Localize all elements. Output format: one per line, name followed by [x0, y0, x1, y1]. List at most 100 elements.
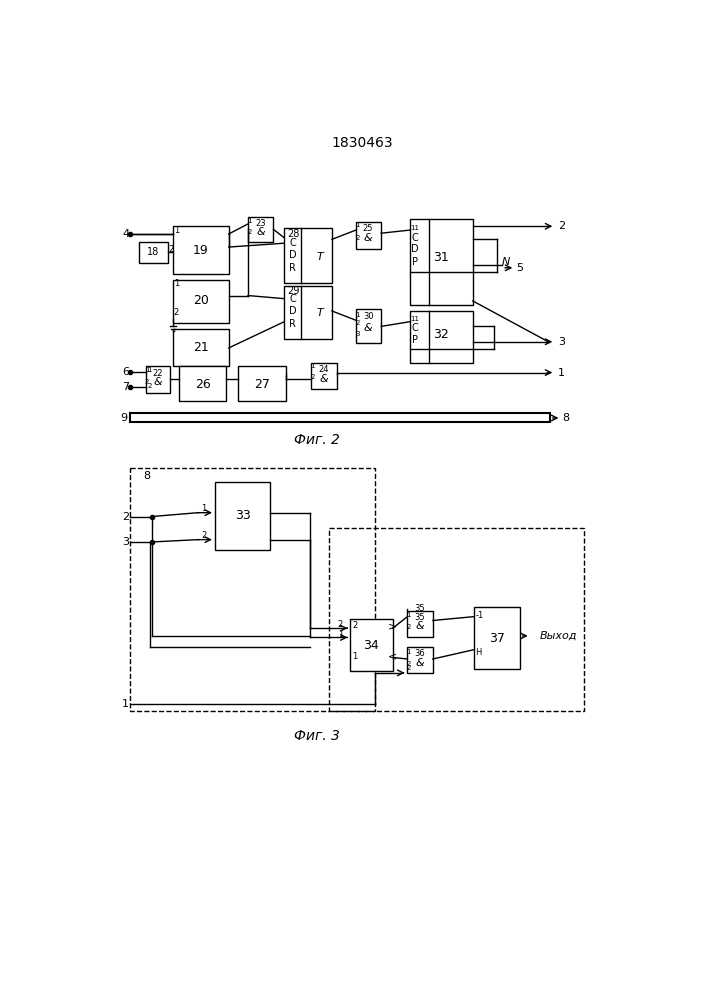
Text: 1: 1 — [147, 367, 151, 373]
Text: 3: 3 — [558, 337, 565, 347]
Text: 2: 2 — [122, 512, 129, 522]
Bar — [284, 286, 332, 339]
Text: 1: 1 — [558, 368, 565, 378]
Text: 6: 6 — [122, 367, 129, 377]
Bar — [474, 607, 520, 669]
Text: D: D — [289, 250, 296, 260]
Bar — [139, 242, 168, 263]
Text: P: P — [412, 257, 418, 267]
Text: 19: 19 — [193, 244, 209, 257]
Text: 1: 1 — [145, 367, 149, 373]
Bar — [351, 619, 393, 671]
Bar — [173, 226, 229, 274]
Text: &: & — [256, 227, 264, 237]
Text: 35: 35 — [414, 604, 425, 613]
Text: 24: 24 — [318, 365, 329, 374]
Text: Фиг. 2: Фиг. 2 — [294, 433, 340, 447]
Text: 27: 27 — [254, 378, 270, 391]
Text: 32: 32 — [433, 328, 449, 341]
Text: &: & — [153, 377, 162, 387]
Text: 37: 37 — [489, 632, 505, 645]
Text: R: R — [289, 319, 296, 329]
Text: 22: 22 — [153, 369, 163, 378]
Text: 33: 33 — [235, 509, 250, 522]
Text: 18: 18 — [147, 247, 159, 257]
Text: 1830463: 1830463 — [331, 136, 393, 150]
Text: 2: 2 — [558, 221, 565, 231]
Text: 5: 5 — [516, 263, 523, 273]
Text: 1: 1 — [355, 312, 360, 318]
Text: 2: 2 — [174, 308, 179, 317]
Text: >: > — [388, 622, 397, 632]
Bar — [407, 647, 433, 673]
Text: 30: 30 — [363, 312, 373, 321]
Bar — [146, 366, 170, 393]
Text: 26: 26 — [194, 378, 211, 391]
Bar — [356, 222, 381, 249]
Bar — [173, 280, 229, 323]
Text: 1: 1 — [407, 612, 411, 618]
Text: 1: 1 — [355, 222, 360, 228]
Text: D: D — [289, 306, 296, 316]
Text: 25: 25 — [363, 224, 373, 233]
Text: 2: 2 — [147, 383, 151, 389]
Text: C: C — [411, 233, 419, 243]
Text: 2: 2 — [407, 624, 411, 630]
Text: &: & — [364, 233, 373, 243]
Bar — [173, 329, 229, 366]
Text: 7: 7 — [122, 382, 129, 392]
Text: 1: 1 — [407, 649, 411, 655]
Text: 11: 11 — [411, 316, 419, 322]
Text: 2: 2 — [407, 665, 411, 671]
Bar — [130, 413, 550, 422]
Text: 8: 8 — [563, 413, 570, 423]
Text: 1: 1 — [338, 630, 343, 639]
Text: C: C — [289, 294, 296, 304]
Text: &: & — [319, 374, 328, 384]
Text: 2: 2 — [338, 620, 343, 629]
Text: &: & — [364, 323, 373, 333]
Text: 2: 2 — [355, 320, 360, 326]
Text: 2: 2 — [310, 374, 315, 380]
Text: 1: 1 — [201, 504, 206, 513]
Text: 21: 21 — [193, 341, 209, 354]
Text: 1: 1 — [247, 218, 252, 224]
Text: 1: 1 — [174, 226, 179, 235]
Text: 2: 2 — [407, 661, 411, 667]
Text: 2: 2 — [247, 229, 252, 235]
Text: T: T — [316, 252, 323, 262]
Text: 4: 4 — [122, 229, 129, 239]
Text: 28: 28 — [287, 229, 300, 239]
Text: 3: 3 — [122, 537, 129, 547]
Text: 2: 2 — [355, 235, 360, 241]
Text: 11: 11 — [411, 225, 419, 231]
Bar — [329, 528, 585, 711]
Text: <: < — [388, 652, 397, 662]
Bar — [409, 219, 473, 305]
Bar — [311, 363, 337, 389]
Text: 1: 1 — [174, 279, 179, 288]
Bar — [238, 366, 286, 401]
Text: N: N — [502, 257, 510, 267]
Text: 2: 2 — [168, 245, 174, 254]
Text: &: & — [416, 621, 424, 631]
Text: 1: 1 — [310, 363, 315, 369]
Bar — [215, 482, 270, 550]
Text: 23: 23 — [255, 219, 266, 228]
Text: 36: 36 — [414, 649, 425, 658]
Bar — [409, 311, 473, 363]
Text: 2: 2 — [201, 531, 206, 540]
Text: 34: 34 — [363, 639, 379, 652]
Text: -1: -1 — [475, 611, 484, 620]
Text: 8: 8 — [144, 471, 151, 481]
Text: 1: 1 — [352, 652, 357, 661]
Text: 3: 3 — [355, 331, 360, 337]
Text: P: P — [412, 335, 418, 345]
Bar — [356, 309, 381, 343]
Text: 2: 2 — [352, 621, 357, 630]
Text: 35: 35 — [414, 613, 425, 622]
Text: C: C — [289, 238, 296, 248]
Text: &: & — [416, 658, 424, 668]
Text: Выход: Выход — [539, 631, 577, 641]
Bar — [284, 228, 332, 283]
